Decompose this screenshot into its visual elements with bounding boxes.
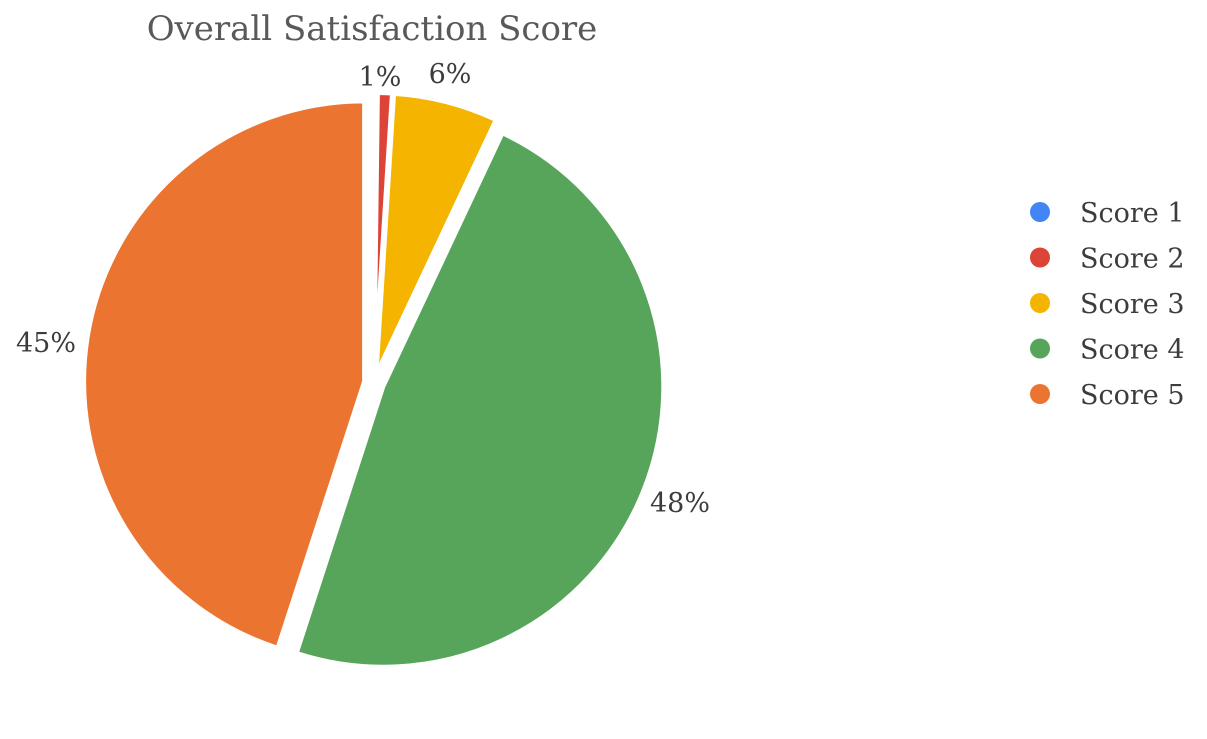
slice-label-score-5: 45%: [16, 328, 76, 359]
legend-marker-score-4: [1030, 338, 1050, 359]
pie-slice-score-4: [294, 130, 666, 669]
pie-slice-score-5: [82, 99, 367, 651]
legend-label-score-1: Score 1: [1080, 198, 1185, 229]
legend-marker-score-1: [1030, 202, 1050, 222]
slice-label-score-3: 6%: [429, 59, 472, 90]
slice-label-score-2: 1%: [359, 62, 402, 93]
legend-marker-score-3: [1030, 293, 1050, 313]
slice-label-score-4: 48%: [650, 488, 710, 519]
legend-label-score-3: Score 3: [1080, 289, 1185, 320]
legend-label-score-2: Score 2: [1080, 244, 1185, 275]
chart-title: Overall Satisfaction Score: [147, 9, 598, 49]
pie-slices: [82, 91, 666, 669]
legend: Score 1 Score 2 Score 3 Score 4 Score 5: [1030, 198, 1185, 411]
legend-label-score-5: Score 5: [1080, 380, 1185, 411]
pie-slice-score-2: [372, 91, 395, 374]
legend-marker-score-5: [1030, 384, 1050, 404]
legend-label-score-4: Score 4: [1080, 335, 1185, 366]
pie-slice-score-3: [374, 91, 499, 375]
legend-marker-score-2: [1030, 247, 1050, 268]
slice-labels: 1% 6% 48% 45%: [16, 59, 710, 519]
